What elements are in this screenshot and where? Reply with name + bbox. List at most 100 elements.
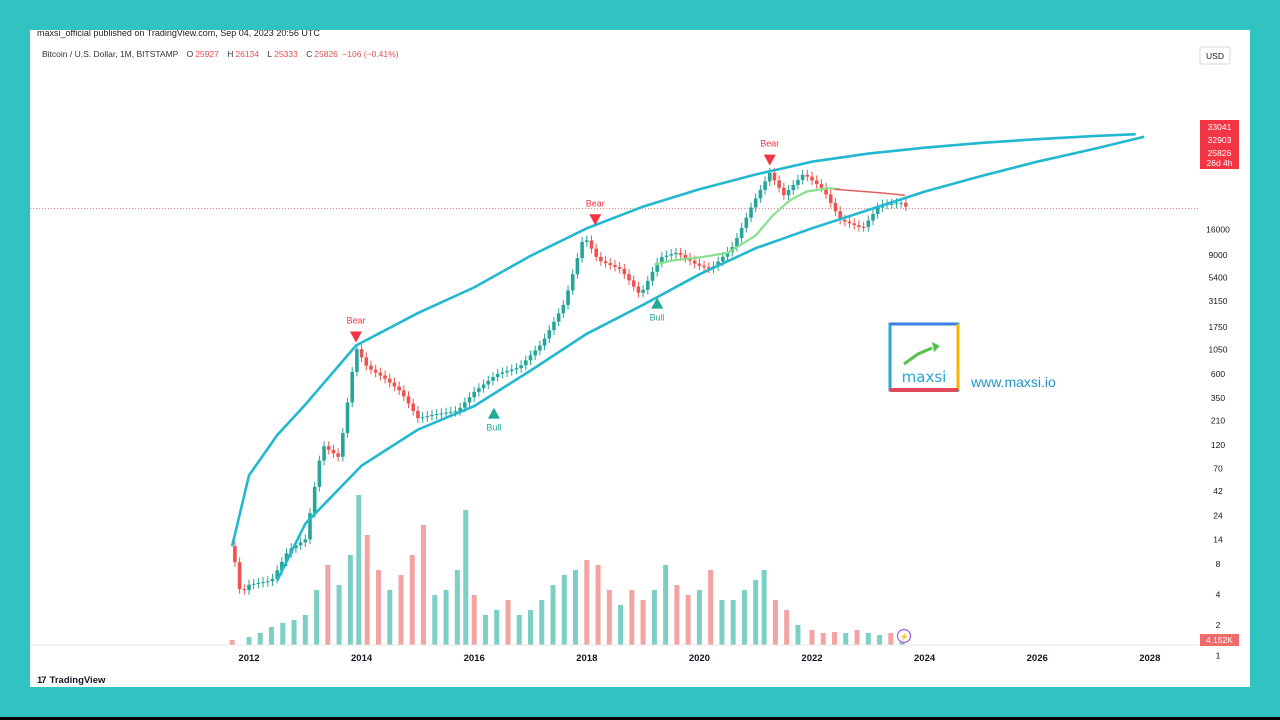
candle-body: [838, 211, 842, 220]
volume-bar: [618, 605, 624, 645]
candle-body: [533, 350, 537, 356]
candle-body: [378, 372, 383, 376]
volume-bar: [291, 620, 297, 645]
volume-bar: [843, 633, 849, 645]
candle-body: [369, 365, 373, 370]
low-value: 25333: [274, 49, 298, 59]
candle-body: [491, 377, 495, 381]
price-chart[interactable]: BearBullBearBullBearUSD14000080000160009…: [30, 30, 1250, 687]
bull-signal-marker: [651, 297, 664, 309]
candle-body: [589, 240, 594, 249]
candle-body: [280, 561, 284, 571]
high-value: 26134: [235, 49, 259, 59]
volume-bar: [257, 633, 263, 645]
y-axis-tick: 350: [1211, 393, 1225, 403]
volume-bar: [454, 570, 460, 645]
low-label: L: [267, 49, 273, 59]
candle-body: [650, 271, 655, 281]
candle-body: [674, 252, 678, 255]
y-axis-tick: 16000: [1206, 225, 1230, 235]
maxsi-url[interactable]: www.maxsi.io: [971, 374, 1056, 390]
candle-body: [331, 449, 336, 454]
channel-upper-line[interactable]: [230, 132, 1136, 547]
candle-body: [317, 460, 322, 487]
x-axis-tick: 2024: [914, 653, 936, 664]
candle-body: [538, 345, 542, 351]
candle-body: [833, 202, 838, 212]
candle-body: [641, 289, 645, 293]
volume-bar: [761, 570, 767, 645]
candle-body: [716, 261, 720, 267]
candle-body: [697, 263, 702, 266]
volume-bar: [432, 595, 438, 645]
candle-body: [411, 403, 416, 411]
maxsi-logo: maxsi: [888, 322, 960, 396]
candle-body: [669, 254, 674, 256]
candle-body: [767, 172, 772, 182]
y-axis-tick: 8: [1216, 559, 1221, 569]
candle-body: [514, 368, 519, 370]
candle-body: [303, 539, 308, 543]
tradingview-logo: 17 TradingView: [37, 675, 105, 686]
volume-bar: [494, 610, 500, 645]
candle-body: [889, 203, 894, 205]
candle-body: [373, 369, 378, 373]
candle-body: [355, 349, 359, 372]
volume-bar: [584, 560, 590, 645]
candle-body: [265, 581, 270, 583]
bull-signal-label: Bull: [650, 313, 665, 323]
y-axis-tick: 70: [1213, 464, 1223, 474]
candle-body: [894, 203, 899, 205]
volume-bar: [809, 630, 815, 645]
candle-body: [251, 583, 256, 585]
candle-body: [261, 582, 265, 584]
candle-body: [758, 189, 763, 199]
candle-body: [861, 226, 866, 228]
candle-body: [791, 184, 796, 191]
volume-bar: [877, 635, 883, 645]
candle-body: [796, 179, 800, 185]
volume-bar: [696, 590, 702, 645]
channel-lower-line[interactable]: [276, 135, 1145, 582]
x-axis-tick: 2026: [1027, 653, 1048, 664]
candle-body: [298, 542, 303, 546]
candle-body: [721, 256, 725, 262]
candle-body: [702, 265, 706, 268]
volume-bar: [595, 565, 601, 645]
candle-body: [800, 174, 805, 180]
candle-body: [345, 402, 350, 434]
volume-bar: [865, 633, 871, 645]
lightning-icon[interactable]: [896, 628, 912, 644]
volume-bar: [314, 590, 320, 645]
currency-box[interactable]: [1199, 46, 1231, 65]
candle-body: [406, 396, 411, 404]
candle-body: [772, 172, 777, 181]
volume-bar: [629, 590, 635, 645]
volume-bar: [398, 575, 404, 645]
candle-body: [899, 202, 903, 204]
candle-body: [242, 589, 247, 591]
candle-body: [753, 198, 758, 208]
candle-body: [505, 370, 509, 373]
y-axis-tick: 2: [1216, 620, 1221, 630]
volume-bar: [482, 615, 488, 645]
candle-body: [247, 584, 251, 591]
candle-body: [683, 254, 688, 258]
price-tag-text: 25826: [1208, 148, 1232, 158]
candle-body: [594, 248, 598, 257]
volume-bar: [663, 565, 669, 645]
volume-bar: [364, 535, 370, 645]
y-axis-tick: 210: [1211, 415, 1225, 425]
volume-bar: [820, 633, 826, 645]
candle-body: [453, 411, 458, 413]
candle-body: [425, 416, 430, 418]
candle-body: [326, 446, 331, 450]
candle-body: [782, 187, 786, 196]
candle-body: [270, 578, 275, 582]
volume-bar: [573, 570, 579, 645]
x-axis-tick: 2014: [351, 653, 373, 664]
candle-body: [735, 237, 739, 248]
x-axis-tick: 2018: [576, 653, 597, 664]
candle-body: [706, 267, 711, 269]
volume-bar: [651, 590, 657, 645]
